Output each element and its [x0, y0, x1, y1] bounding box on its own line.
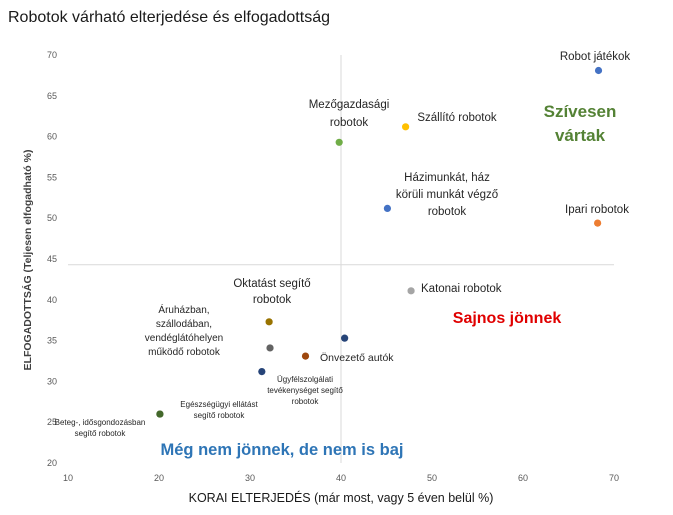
- x-tick-label: 60: [518, 473, 528, 483]
- data-point: [383, 204, 392, 213]
- y-tick-label: 40: [47, 295, 57, 305]
- point-labels: Robot játékok Szállító robotok Mezőgazdasá…: [55, 51, 631, 438]
- point-label: vendéglátóhelyen: [145, 333, 223, 344]
- point-label: Szállító robotok: [417, 112, 497, 124]
- point-label: Robot játékok: [560, 51, 631, 63]
- point-label: Önvezető autók: [320, 352, 394, 364]
- point-label: Ügyfélszolgálati: [277, 375, 333, 384]
- point-label: Áruházban,: [158, 303, 209, 316]
- point-label: Egészségügyi ellátást: [180, 400, 258, 409]
- x-tick-label: 70: [609, 473, 619, 483]
- y-tick-label: 30: [47, 376, 57, 386]
- y-axis-ticks: 20 25 30 35 40 45 50 55 60 65 70: [47, 50, 57, 468]
- data-point: [594, 219, 602, 227]
- point-label: segítő robotok: [75, 429, 127, 438]
- point-label: tevékenységet segítő: [267, 386, 343, 395]
- quadrant-label: vártak: [555, 126, 606, 145]
- quadrant-label: Még nem jönnek, de nem is baj: [161, 441, 404, 459]
- point-label: robotok: [253, 294, 292, 306]
- y-tick-label: 60: [47, 132, 57, 142]
- quadrant-label: Szívesen: [544, 102, 617, 121]
- x-tick-label: 20: [154, 473, 164, 483]
- data-point: [266, 344, 274, 352]
- quadrant-label: Sajnos jönnek: [453, 310, 562, 327]
- y-tick-label: 70: [47, 50, 57, 60]
- x-tick-label: 10: [63, 473, 73, 483]
- point-label: robotok: [292, 397, 320, 406]
- x-tick-label: 30: [245, 473, 255, 483]
- y-axis-label: ELFOGADOTTSÁG (Teljesen elfogadható %): [21, 150, 34, 371]
- data-point: [265, 318, 273, 326]
- point-label: működő robotok: [148, 347, 221, 358]
- data-point: [407, 287, 415, 295]
- data-point: [341, 334, 349, 342]
- data-point: [402, 123, 410, 131]
- data-point: [258, 368, 266, 376]
- quadrant-dividers: [68, 55, 614, 463]
- data-point: [156, 410, 164, 418]
- data-point: [335, 138, 343, 146]
- point-label: Oktatást segítő: [233, 278, 310, 290]
- chart-title: Robotok várható elterjedése és elfogadot…: [8, 9, 330, 26]
- x-axis-ticks: 10 20 30 40 50 60 70: [63, 473, 619, 483]
- quadrant-labels: Szívesen vártak Sajnos jönnek Még nem jönne…: [161, 102, 617, 459]
- y-tick-label: 65: [47, 91, 57, 101]
- y-tick-label: 20: [47, 458, 57, 468]
- point-label: robotok: [330, 117, 369, 129]
- x-tick-label: 50: [427, 473, 437, 483]
- y-tick-label: 35: [47, 336, 57, 346]
- data-point: [594, 66, 603, 75]
- point-label: körüli munkát végző: [396, 189, 498, 201]
- point-label: segítő robotok: [194, 411, 246, 420]
- point-label: robotok: [428, 206, 467, 218]
- data-points: [156, 66, 603, 418]
- point-label: Ipari robotok: [565, 204, 629, 216]
- y-tick-label: 45: [47, 254, 57, 264]
- point-label: Beteg-, idősgondozásban: [55, 418, 146, 427]
- x-axis-label: KORAI ELTERJEDÉS (már most, vagy 5 éven …: [189, 490, 494, 505]
- y-tick-label: 25: [47, 417, 57, 427]
- point-label: Házimunkát, ház: [404, 172, 490, 184]
- point-label: szállodában,: [156, 319, 212, 330]
- point-label: Mezőgazdasági: [309, 99, 390, 111]
- x-tick-label: 40: [336, 473, 346, 483]
- y-tick-label: 50: [47, 213, 57, 223]
- data-point: [301, 352, 310, 360]
- y-tick-label: 55: [47, 172, 57, 182]
- point-label: Katonai robotok: [421, 283, 502, 295]
